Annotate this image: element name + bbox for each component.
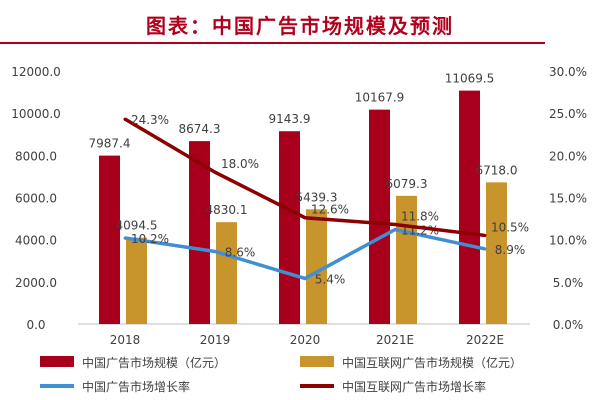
right-tick-label: 5.0%: [553, 276, 584, 290]
right-tick-label: 25.0%: [549, 107, 587, 121]
legend-label: 中国互联网广告市场规模（亿元）: [342, 355, 522, 370]
legend-swatch: [40, 356, 74, 367]
right-tick-label: 0.0%: [553, 318, 584, 332]
chart-title: 图表：中国广告市场规模及预测: [146, 14, 454, 38]
left-tick-label: 6000.0: [15, 192, 57, 206]
left-tick-label: 8000.0: [15, 149, 57, 163]
line-data-label: 5.4%: [315, 272, 346, 286]
line-data-label: 8.9%: [495, 243, 526, 257]
x-tick-label: 2019: [200, 333, 231, 347]
left-tick-label: 0.0: [26, 318, 45, 332]
legend-label: 中国广告市场增长率: [82, 379, 190, 394]
bar-data-label: 4830.1: [206, 203, 248, 217]
line-data-label: 12.6%: [311, 203, 349, 217]
line-point: [303, 276, 307, 280]
title-divider: [0, 42, 545, 44]
bar-1: [486, 182, 507, 324]
line-point: [393, 228, 397, 232]
line-data-label: 8.6%: [225, 245, 256, 259]
left-tick-label: 12000.0: [11, 65, 61, 79]
line-point: [483, 247, 487, 251]
line-data-label: 18.0%: [221, 157, 259, 171]
left-tick-label: 4000.0: [15, 234, 57, 248]
x-tick-label: 2018: [110, 333, 141, 347]
x-tick-label: 2020: [290, 333, 321, 347]
bar-1: [306, 209, 327, 324]
bar-data-label: 9143.9: [269, 112, 311, 126]
right-tick-label: 10.0%: [549, 234, 587, 248]
x-tick-label: 2022E: [466, 333, 504, 347]
bar-0: [369, 109, 390, 325]
line-point: [123, 117, 127, 121]
legend-label: 中国互联网广告市场增长率: [342, 379, 486, 394]
bar-data-label: 6079.3: [386, 177, 428, 191]
line-data-label: 24.3%: [131, 113, 169, 127]
bar-1: [126, 237, 147, 324]
bar-data-label: 11069.5: [445, 72, 495, 86]
right-tick-label: 30.0%: [549, 65, 587, 79]
bar-0: [189, 141, 210, 324]
left-tick-label: 10000.0: [11, 107, 61, 121]
bar-0: [459, 90, 480, 324]
line-point: [393, 222, 397, 226]
line-point: [303, 216, 307, 220]
bar-data-label: 7987.4: [89, 137, 131, 151]
legend-swatch: [300, 356, 334, 367]
bar-0: [279, 131, 300, 324]
x-tick-label: 2021E: [376, 333, 414, 347]
line-point: [213, 249, 217, 253]
bar-data-label: 10167.9: [355, 91, 405, 105]
line-point: [213, 170, 217, 174]
bar-0: [99, 155, 120, 324]
line-data-label: 11.8%: [401, 209, 439, 223]
bar-1: [216, 222, 237, 324]
bar-data-label: 5439.3: [296, 190, 338, 204]
line-point: [483, 233, 487, 237]
bar-data-label: 8674.3: [179, 122, 221, 136]
left-tick-label: 2000.0: [15, 276, 57, 290]
line-point: [123, 236, 127, 240]
right-tick-label: 20.0%: [549, 149, 587, 163]
legend-label: 中国广告市场规模（亿元）: [82, 355, 226, 370]
line-data-label: 10.5%: [491, 220, 529, 234]
bar-data-label: 4094.5: [116, 219, 158, 233]
right-tick-label: 15.0%: [549, 192, 587, 206]
line-data-label: 10.2%: [131, 232, 169, 246]
bar-data-label: 6718.0: [476, 163, 518, 177]
